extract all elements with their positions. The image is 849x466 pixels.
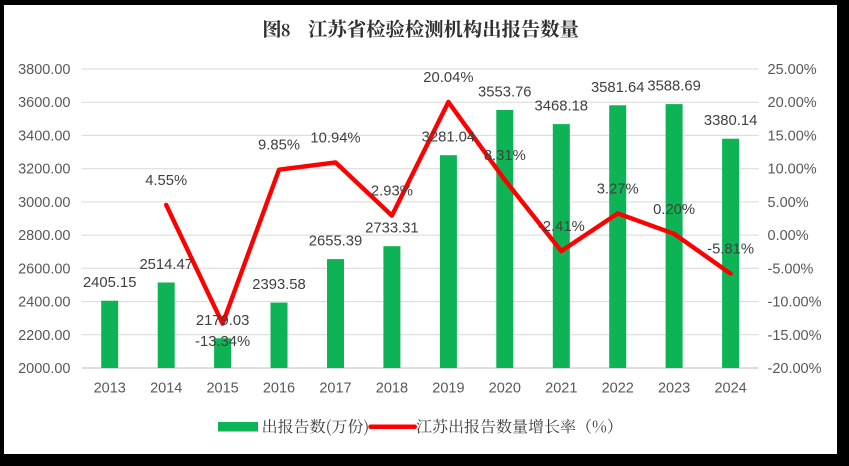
svg-text:3600.00: 3600.00 xyxy=(18,95,70,111)
svg-text:2733.31: 2733.31 xyxy=(365,221,419,237)
svg-text:-5.81%: -5.81% xyxy=(707,242,754,258)
svg-text:2017: 2017 xyxy=(319,380,351,396)
svg-text:0.00%: 0.00% xyxy=(768,228,809,244)
svg-text:2400.00: 2400.00 xyxy=(18,295,70,311)
svg-text:2019: 2019 xyxy=(432,380,464,396)
svg-text:-5.00%: -5.00% xyxy=(768,261,814,277)
svg-text:3581.64: 3581.64 xyxy=(591,80,645,96)
svg-text:2023: 2023 xyxy=(658,380,690,396)
svg-text:2014: 2014 xyxy=(150,380,182,396)
svg-text:3000.00: 3000.00 xyxy=(18,195,70,211)
svg-text:2514.47: 2514.47 xyxy=(139,257,193,273)
svg-text:2024: 2024 xyxy=(714,380,746,396)
svg-text:-15.00%: -15.00% xyxy=(768,328,822,344)
svg-text:-2.41%: -2.41% xyxy=(538,219,585,235)
svg-text:-13.34%: -13.34% xyxy=(195,334,250,350)
svg-text:3800.00: 3800.00 xyxy=(18,62,70,78)
svg-text:3468.18: 3468.18 xyxy=(535,99,589,115)
svg-text:2000.00: 2000.00 xyxy=(18,361,70,377)
svg-text:2022: 2022 xyxy=(602,380,634,396)
svg-text:-10.00%: -10.00% xyxy=(768,295,822,311)
svg-text:3200.00: 3200.00 xyxy=(18,162,70,178)
svg-text:2.93%: 2.93% xyxy=(371,184,413,200)
svg-text:2600.00: 2600.00 xyxy=(18,261,70,277)
svg-text:4.55%: 4.55% xyxy=(145,173,187,189)
svg-text:2020: 2020 xyxy=(489,380,521,396)
svg-text:3588.69: 3588.69 xyxy=(647,79,701,95)
svg-text:20.00%: 20.00% xyxy=(768,95,817,111)
svg-text:9.85%: 9.85% xyxy=(258,138,300,154)
svg-text:3380.14: 3380.14 xyxy=(704,113,758,129)
svg-text:2016: 2016 xyxy=(263,380,295,396)
svg-text:2405.15: 2405.15 xyxy=(83,275,137,291)
svg-text:2018: 2018 xyxy=(376,380,408,396)
svg-text:-20.00%: -20.00% xyxy=(768,361,822,377)
svg-text:2021: 2021 xyxy=(545,380,577,396)
svg-text:3400.00: 3400.00 xyxy=(18,128,70,144)
svg-text:2015: 2015 xyxy=(206,380,238,396)
svg-text:8.31%: 8.31% xyxy=(484,148,526,164)
svg-text:3553.76: 3553.76 xyxy=(478,84,532,100)
svg-text:5.00%: 5.00% xyxy=(768,195,809,211)
svg-text:20.04%: 20.04% xyxy=(423,70,473,86)
svg-text:2200.00: 2200.00 xyxy=(18,328,70,344)
svg-text:3281.04: 3281.04 xyxy=(422,130,476,146)
svg-text:2013: 2013 xyxy=(94,380,126,396)
svg-text:2800.00: 2800.00 xyxy=(18,228,70,244)
svg-text:2179.03: 2179.03 xyxy=(196,313,250,329)
svg-text:15.00%: 15.00% xyxy=(768,128,817,144)
svg-text:10.94%: 10.94% xyxy=(310,130,360,146)
svg-text:25.00%: 25.00% xyxy=(768,62,817,78)
svg-text:2393.58: 2393.58 xyxy=(252,277,306,293)
svg-text:10.00%: 10.00% xyxy=(768,162,817,178)
svg-text:0.20%: 0.20% xyxy=(653,202,695,218)
svg-text:2655.39: 2655.39 xyxy=(309,234,363,250)
svg-text:3.27%: 3.27% xyxy=(597,181,639,197)
